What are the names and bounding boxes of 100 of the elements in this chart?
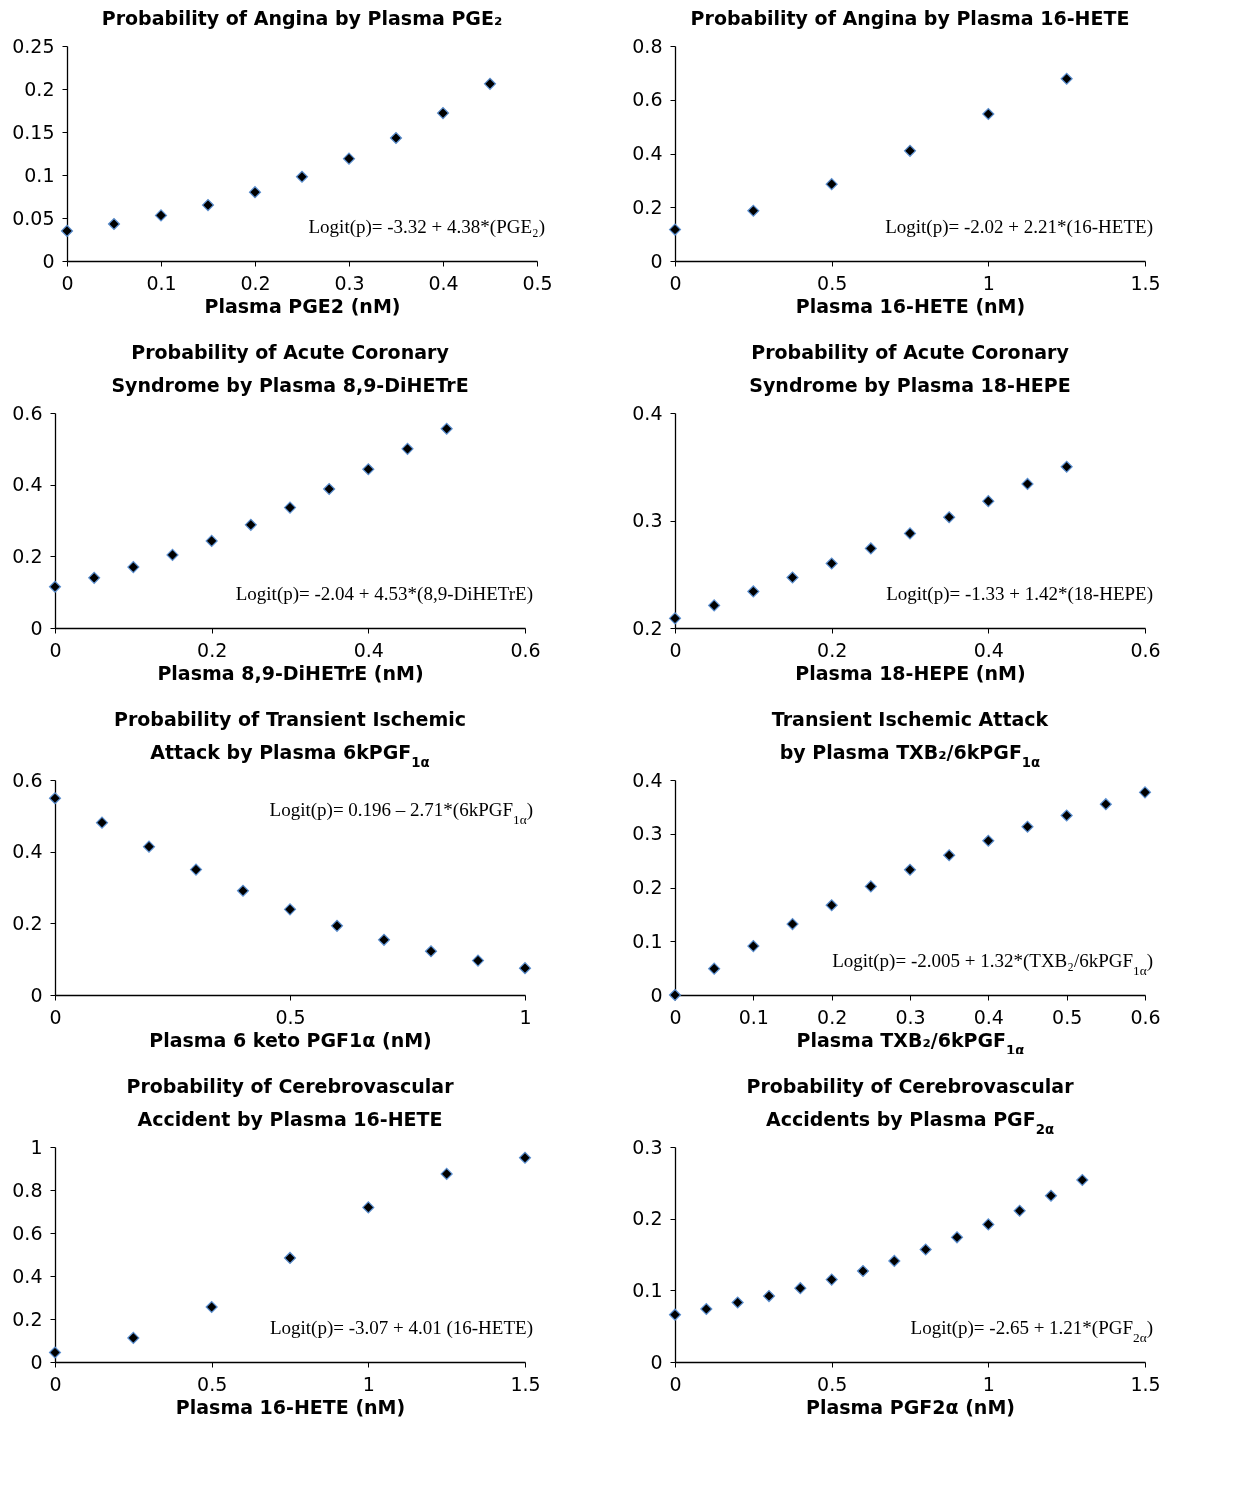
point xyxy=(825,899,838,912)
point xyxy=(189,863,203,876)
point xyxy=(95,816,109,829)
y-tick-label: 0.2 xyxy=(12,911,43,934)
x-axis-title: Plasma 8,9-DiHETrE (nM) xyxy=(157,661,424,684)
y-tick-label: 0.15 xyxy=(12,120,55,143)
x-tick-label: 0.5 xyxy=(522,271,553,294)
point xyxy=(1138,786,1152,799)
point xyxy=(283,501,297,514)
point xyxy=(982,1218,995,1231)
point xyxy=(668,1308,682,1321)
y-tick-label: 0 xyxy=(30,983,43,1006)
point xyxy=(127,1331,140,1344)
point xyxy=(982,495,995,508)
chart-title: Probability of Acute Coronary Syndrome by Plasma 8,9-DiHETrE xyxy=(111,341,469,396)
point xyxy=(825,1273,838,1286)
x-tick-label: 0.1 xyxy=(146,271,177,294)
chart-title: Transient Ischemic Attack by Plasma TXB₂/6kPGF$_{1α}$ xyxy=(771,708,1049,770)
y-tick-label: 0.4 xyxy=(12,840,43,863)
y-tick-label: 0.6 xyxy=(12,1221,43,1244)
x-axis-title: Plasma 18-HEPE (nM) xyxy=(795,661,1026,684)
point xyxy=(903,863,917,876)
point xyxy=(1021,477,1034,491)
y-tick-label: 0 xyxy=(650,983,663,1006)
y-tick-label: 0.4 xyxy=(632,401,663,424)
point xyxy=(856,1264,870,1278)
point xyxy=(1013,1204,1026,1217)
y-tick-label: 0.2 xyxy=(12,1307,43,1330)
y-tick-label: 0.4 xyxy=(12,1264,43,1287)
chart-title: Probability of Cerebrovascular Accidents by Plasma PGF$_{2α}$ xyxy=(746,1075,1075,1137)
point xyxy=(982,107,995,121)
point xyxy=(377,933,391,946)
y-tick-label: 0.4 xyxy=(12,473,43,496)
y-tick-label: 0.3 xyxy=(632,509,663,531)
point xyxy=(283,1251,297,1265)
point xyxy=(747,940,760,953)
point xyxy=(950,1231,964,1244)
x-tick-label: 0.2 xyxy=(817,638,848,661)
point xyxy=(864,880,877,893)
point xyxy=(943,849,956,862)
y-tick-label: 0 xyxy=(42,249,55,272)
x-tick-label: 0.5 xyxy=(275,1005,306,1028)
chart-title: Probability of Acute Coronary Syndrome by Plasma 18-HEPE xyxy=(749,341,1071,396)
x-tick-label: 1.5 xyxy=(1130,1372,1161,1395)
annotation: Logit(p)= -3.07 + 4.01 (16-HETE) xyxy=(269,1316,533,1339)
y-tick-label: 0.3 xyxy=(632,1135,663,1158)
point xyxy=(166,548,179,561)
point xyxy=(903,527,917,540)
annotation: Logit(p)= -2.02 + 2.21*(16-HETE) xyxy=(885,215,1153,238)
point xyxy=(668,612,682,625)
x-tick-label: 0.4 xyxy=(353,638,384,661)
point xyxy=(440,422,453,435)
x-tick-label: 0.5 xyxy=(197,1372,228,1395)
point xyxy=(248,186,262,199)
point xyxy=(362,463,375,476)
point xyxy=(903,144,917,157)
point xyxy=(1060,809,1073,822)
point xyxy=(424,945,438,958)
point xyxy=(244,518,257,531)
point xyxy=(700,1302,713,1316)
point xyxy=(786,917,799,931)
point xyxy=(154,209,168,222)
y-tick-label: 1 xyxy=(30,1135,43,1158)
point xyxy=(668,988,682,1002)
y-tick-label: 0.1 xyxy=(632,929,663,952)
point xyxy=(389,131,403,145)
y-tick-label: 0.1 xyxy=(24,163,55,186)
x-tick-label: 0 xyxy=(669,1005,682,1028)
x-tick-label: 0 xyxy=(61,271,74,294)
point xyxy=(440,1167,453,1180)
point xyxy=(362,1201,375,1214)
x-axis-title: Plasma PGF2α (nM) xyxy=(806,1395,1015,1418)
point xyxy=(747,585,760,598)
annotation: Logit(p)= -3.32 + 4.38*(PGE₂) xyxy=(308,215,545,238)
point xyxy=(731,1296,744,1309)
x-tick-label: 0.6 xyxy=(510,638,541,661)
x-tick-label: 1 xyxy=(982,1372,995,1395)
y-tick-label: 0.8 xyxy=(12,1178,43,1201)
y-tick-label: 0.2 xyxy=(632,876,663,898)
point xyxy=(205,1300,218,1314)
point xyxy=(483,77,497,90)
point xyxy=(471,954,485,967)
point xyxy=(1044,1189,1058,1202)
point xyxy=(127,561,140,574)
y-tick-label: 0 xyxy=(650,1350,663,1373)
x-tick-label: 1.5 xyxy=(1130,271,1161,294)
x-axis-title: Plasma 16-HETE (nM) xyxy=(795,294,1026,317)
y-tick-label: 0.2 xyxy=(632,195,663,218)
x-tick-label: 0.4 xyxy=(428,271,459,294)
x-axis-title: Plasma PGE2 (nM) xyxy=(204,294,401,317)
y-tick-label: 0 xyxy=(30,1350,43,1373)
y-tick-label: 0.2 xyxy=(632,616,663,639)
y-tick-label: 0.1 xyxy=(632,1278,663,1301)
annotation: Logit(p)= 0.196 – 2.71*(6kPGF$_{1α}$) xyxy=(269,799,533,827)
y-tick-label: 0.3 xyxy=(632,822,663,845)
point xyxy=(668,223,682,236)
y-tick-label: 0.4 xyxy=(632,142,663,164)
point xyxy=(762,1289,776,1303)
x-tick-label: 0.6 xyxy=(1130,638,1161,661)
point xyxy=(888,1254,901,1268)
